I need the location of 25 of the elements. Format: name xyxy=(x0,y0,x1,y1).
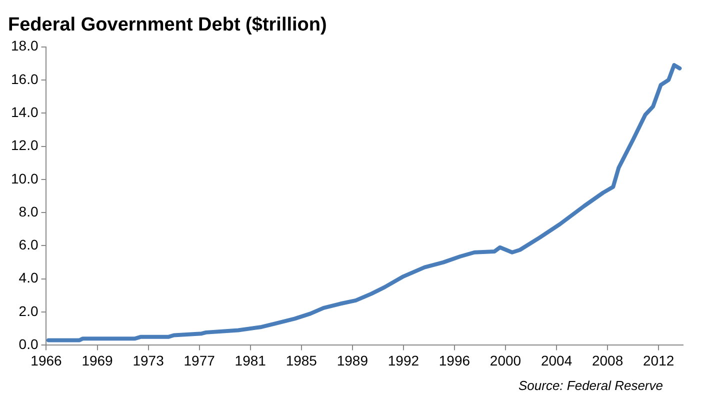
y-tick-label: 4.0 xyxy=(18,270,38,286)
y-tick-label: 6.0 xyxy=(18,236,38,253)
y-tick-label: 16.0 xyxy=(11,70,38,87)
source-note: Source: Federal Reserve xyxy=(518,378,663,394)
y-tick-label: 8.0 xyxy=(18,203,38,220)
y-tick-label: 0.0 xyxy=(18,336,38,352)
y-tick-label: 2.0 xyxy=(18,302,38,319)
y-tick-label: 12.0 xyxy=(11,137,38,154)
x-tick-label: 2012 xyxy=(643,352,674,368)
x-tick-label: 1977 xyxy=(184,352,216,368)
x-tick-label: 2004 xyxy=(540,352,572,368)
chart-title: Federal Government Debt ($trillion) xyxy=(8,14,327,36)
y-tick-label: 10.0 xyxy=(11,170,38,186)
x-tick-label: 1981 xyxy=(234,352,266,368)
x-tick-label: 1989 xyxy=(336,352,368,368)
y-tick-label: 14.0 xyxy=(11,104,38,120)
x-tick-label: 1969 xyxy=(82,352,114,368)
x-tick-label: 1985 xyxy=(286,352,318,368)
x-tick-label: 1973 xyxy=(132,352,164,368)
x-tick-label: 1996 xyxy=(438,352,470,368)
y-tick-label: 18.0 xyxy=(11,38,38,54)
x-tick-label: 1966 xyxy=(30,352,62,368)
x-tick-label: 1992 xyxy=(388,352,420,368)
x-tick-label: 2008 xyxy=(592,352,624,368)
x-tick-label: 2000 xyxy=(490,352,522,368)
